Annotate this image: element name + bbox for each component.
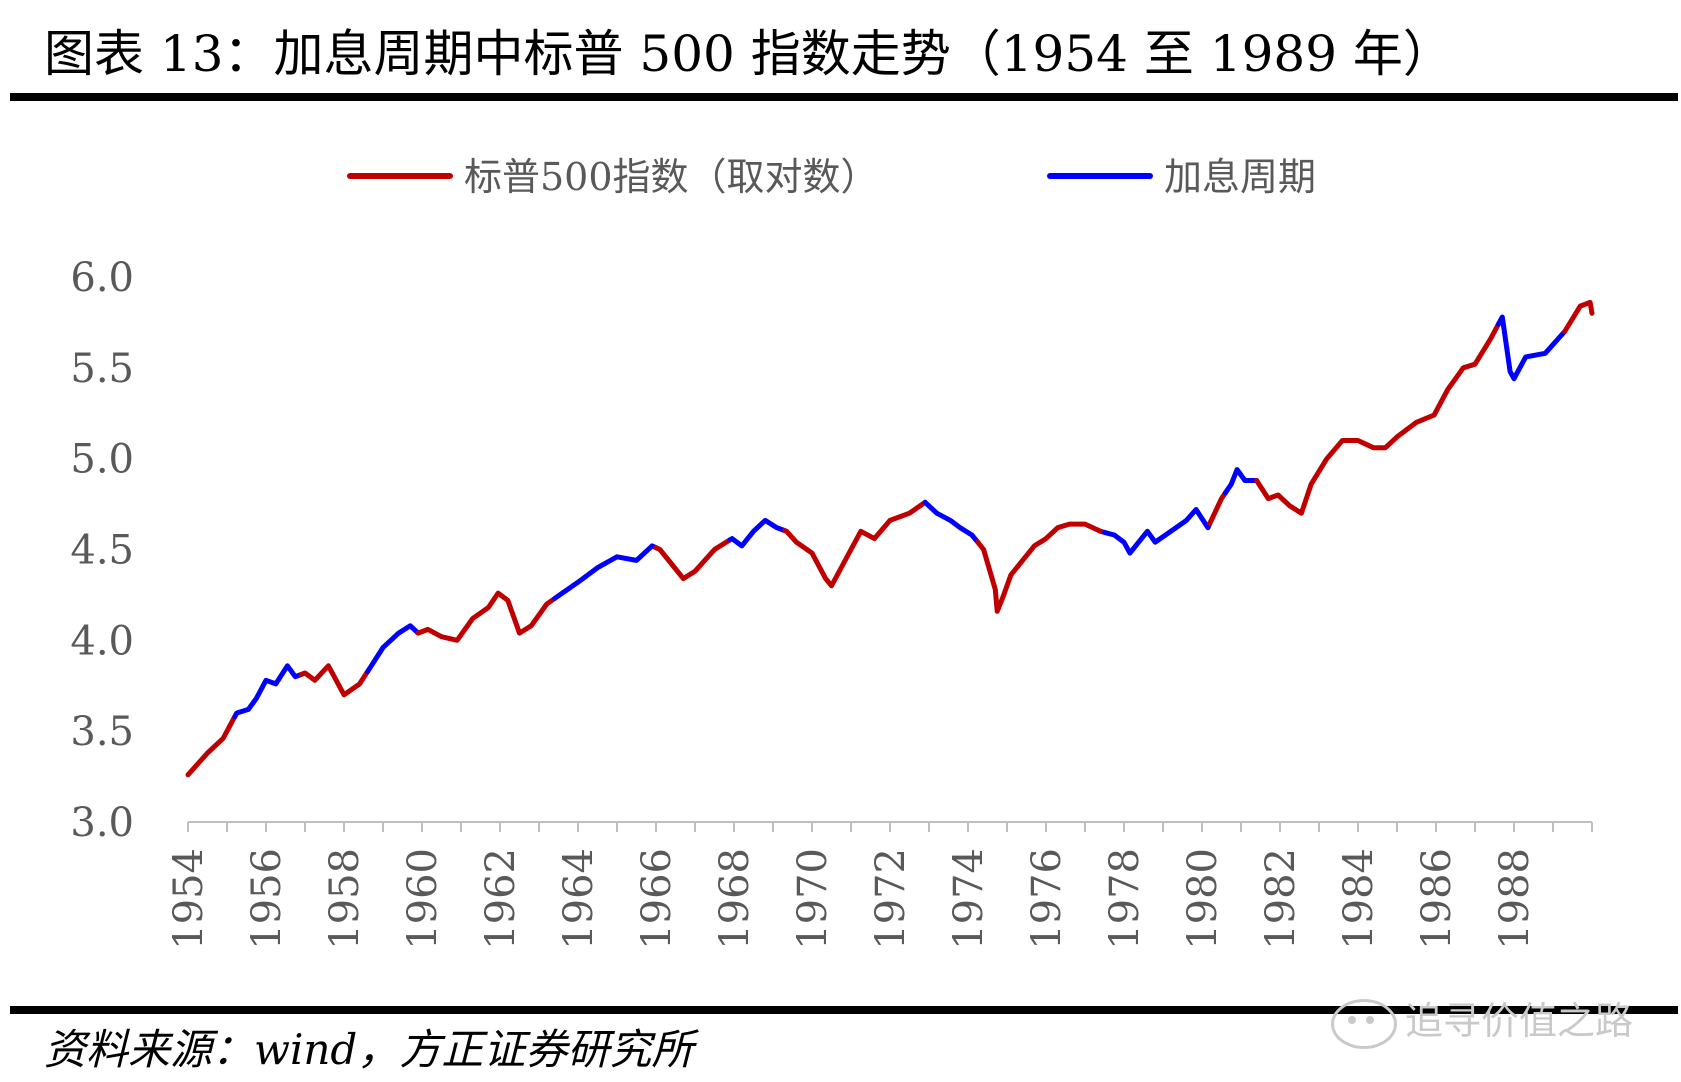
x-tick-label: 1964	[556, 848, 602, 950]
sp500-log-line	[185, 714, 238, 778]
y-tick-label: 6.0	[70, 255, 134, 301]
line-chart: 标普500指数（取对数） 加息周期 3.03.54.04.55.05.56.0 …	[70, 155, 1595, 950]
hike-cycle-line	[1222, 467, 1260, 496]
x-tick-label: 1972	[868, 848, 914, 950]
x-tick-label: 1956	[244, 848, 290, 950]
hike-cycle-line	[727, 517, 788, 549]
sp500-log-line	[782, 499, 928, 589]
x-tick-label: 1968	[712, 848, 758, 950]
y-tick-label: 4.5	[70, 528, 134, 574]
x-tick-label: 1980	[1180, 848, 1226, 950]
hike-cycle-line	[1102, 507, 1213, 556]
x-tick-label: 1986	[1414, 848, 1460, 950]
y-tick-label: 4.0	[70, 618, 134, 664]
figure-title: 图表 13：加息周期中标普 500 指数走势（1954 至 1989 年）	[44, 25, 1453, 83]
hike-cycle-line	[1495, 314, 1568, 382]
y-tick-label: 5.5	[70, 346, 134, 392]
footer-divider	[10, 1006, 1678, 1014]
x-tick-label: 1988	[1492, 848, 1538, 950]
x-tick-label: 1976	[1024, 848, 1070, 950]
x-tick-label: 1984	[1336, 848, 1382, 950]
x-tick-label: 1966	[634, 848, 680, 950]
hike-cycle-line	[922, 499, 981, 545]
hike-cycle-line	[552, 543, 659, 601]
source-note: 资料来源：wind，方正证券研究所	[44, 1025, 694, 1074]
sp500-log-line	[1254, 321, 1501, 516]
watermark: 追寻价值之路	[1330, 990, 1633, 1049]
legend: 标普500指数（取对数） 加息周期	[347, 155, 1316, 199]
x-tick-label: 1960	[400, 848, 446, 950]
x-tick-label: 1962	[478, 848, 524, 950]
x-tick-label: 1982	[1258, 848, 1304, 950]
hike-cycle-line	[364, 623, 421, 675]
sp500-log-line	[298, 663, 370, 698]
title-divider	[10, 93, 1678, 101]
x-tick-label: 1974	[946, 848, 992, 950]
legend-label-index: 标普500指数（取对数）	[464, 155, 879, 199]
series-lines	[185, 299, 1595, 778]
y-tick-label: 3.0	[70, 800, 134, 846]
x-tick-label: 1970	[790, 848, 836, 950]
sp500-log-line	[415, 590, 558, 643]
sp500-log-line	[1207, 490, 1228, 526]
x-tick-label: 1978	[1102, 848, 1148, 950]
sp500-log-line	[653, 537, 733, 582]
sp500-log-line	[1562, 299, 1595, 334]
y-tick-label: 5.0	[70, 437, 134, 483]
x-tick-label: 1958	[322, 848, 368, 950]
hike-cycle-line	[232, 663, 304, 720]
x-axis-ticks: 1954 1956 1958 1960 1962 1964 1966 1968 1970 1972…	[166, 822, 1593, 950]
watermark-text: 追寻价值之路	[1404, 999, 1633, 1043]
x-tick-label: 1954	[166, 848, 212, 950]
legend-label-hike: 加息周期	[1164, 155, 1316, 199]
wechat-icon	[1330, 998, 1397, 1049]
y-axis-ticks: 3.0 3.5 4.0 4.5 5.0 5.5 6.0	[70, 255, 134, 846]
sp500-log-line	[975, 521, 1107, 614]
y-tick-label: 3.5	[70, 709, 134, 755]
